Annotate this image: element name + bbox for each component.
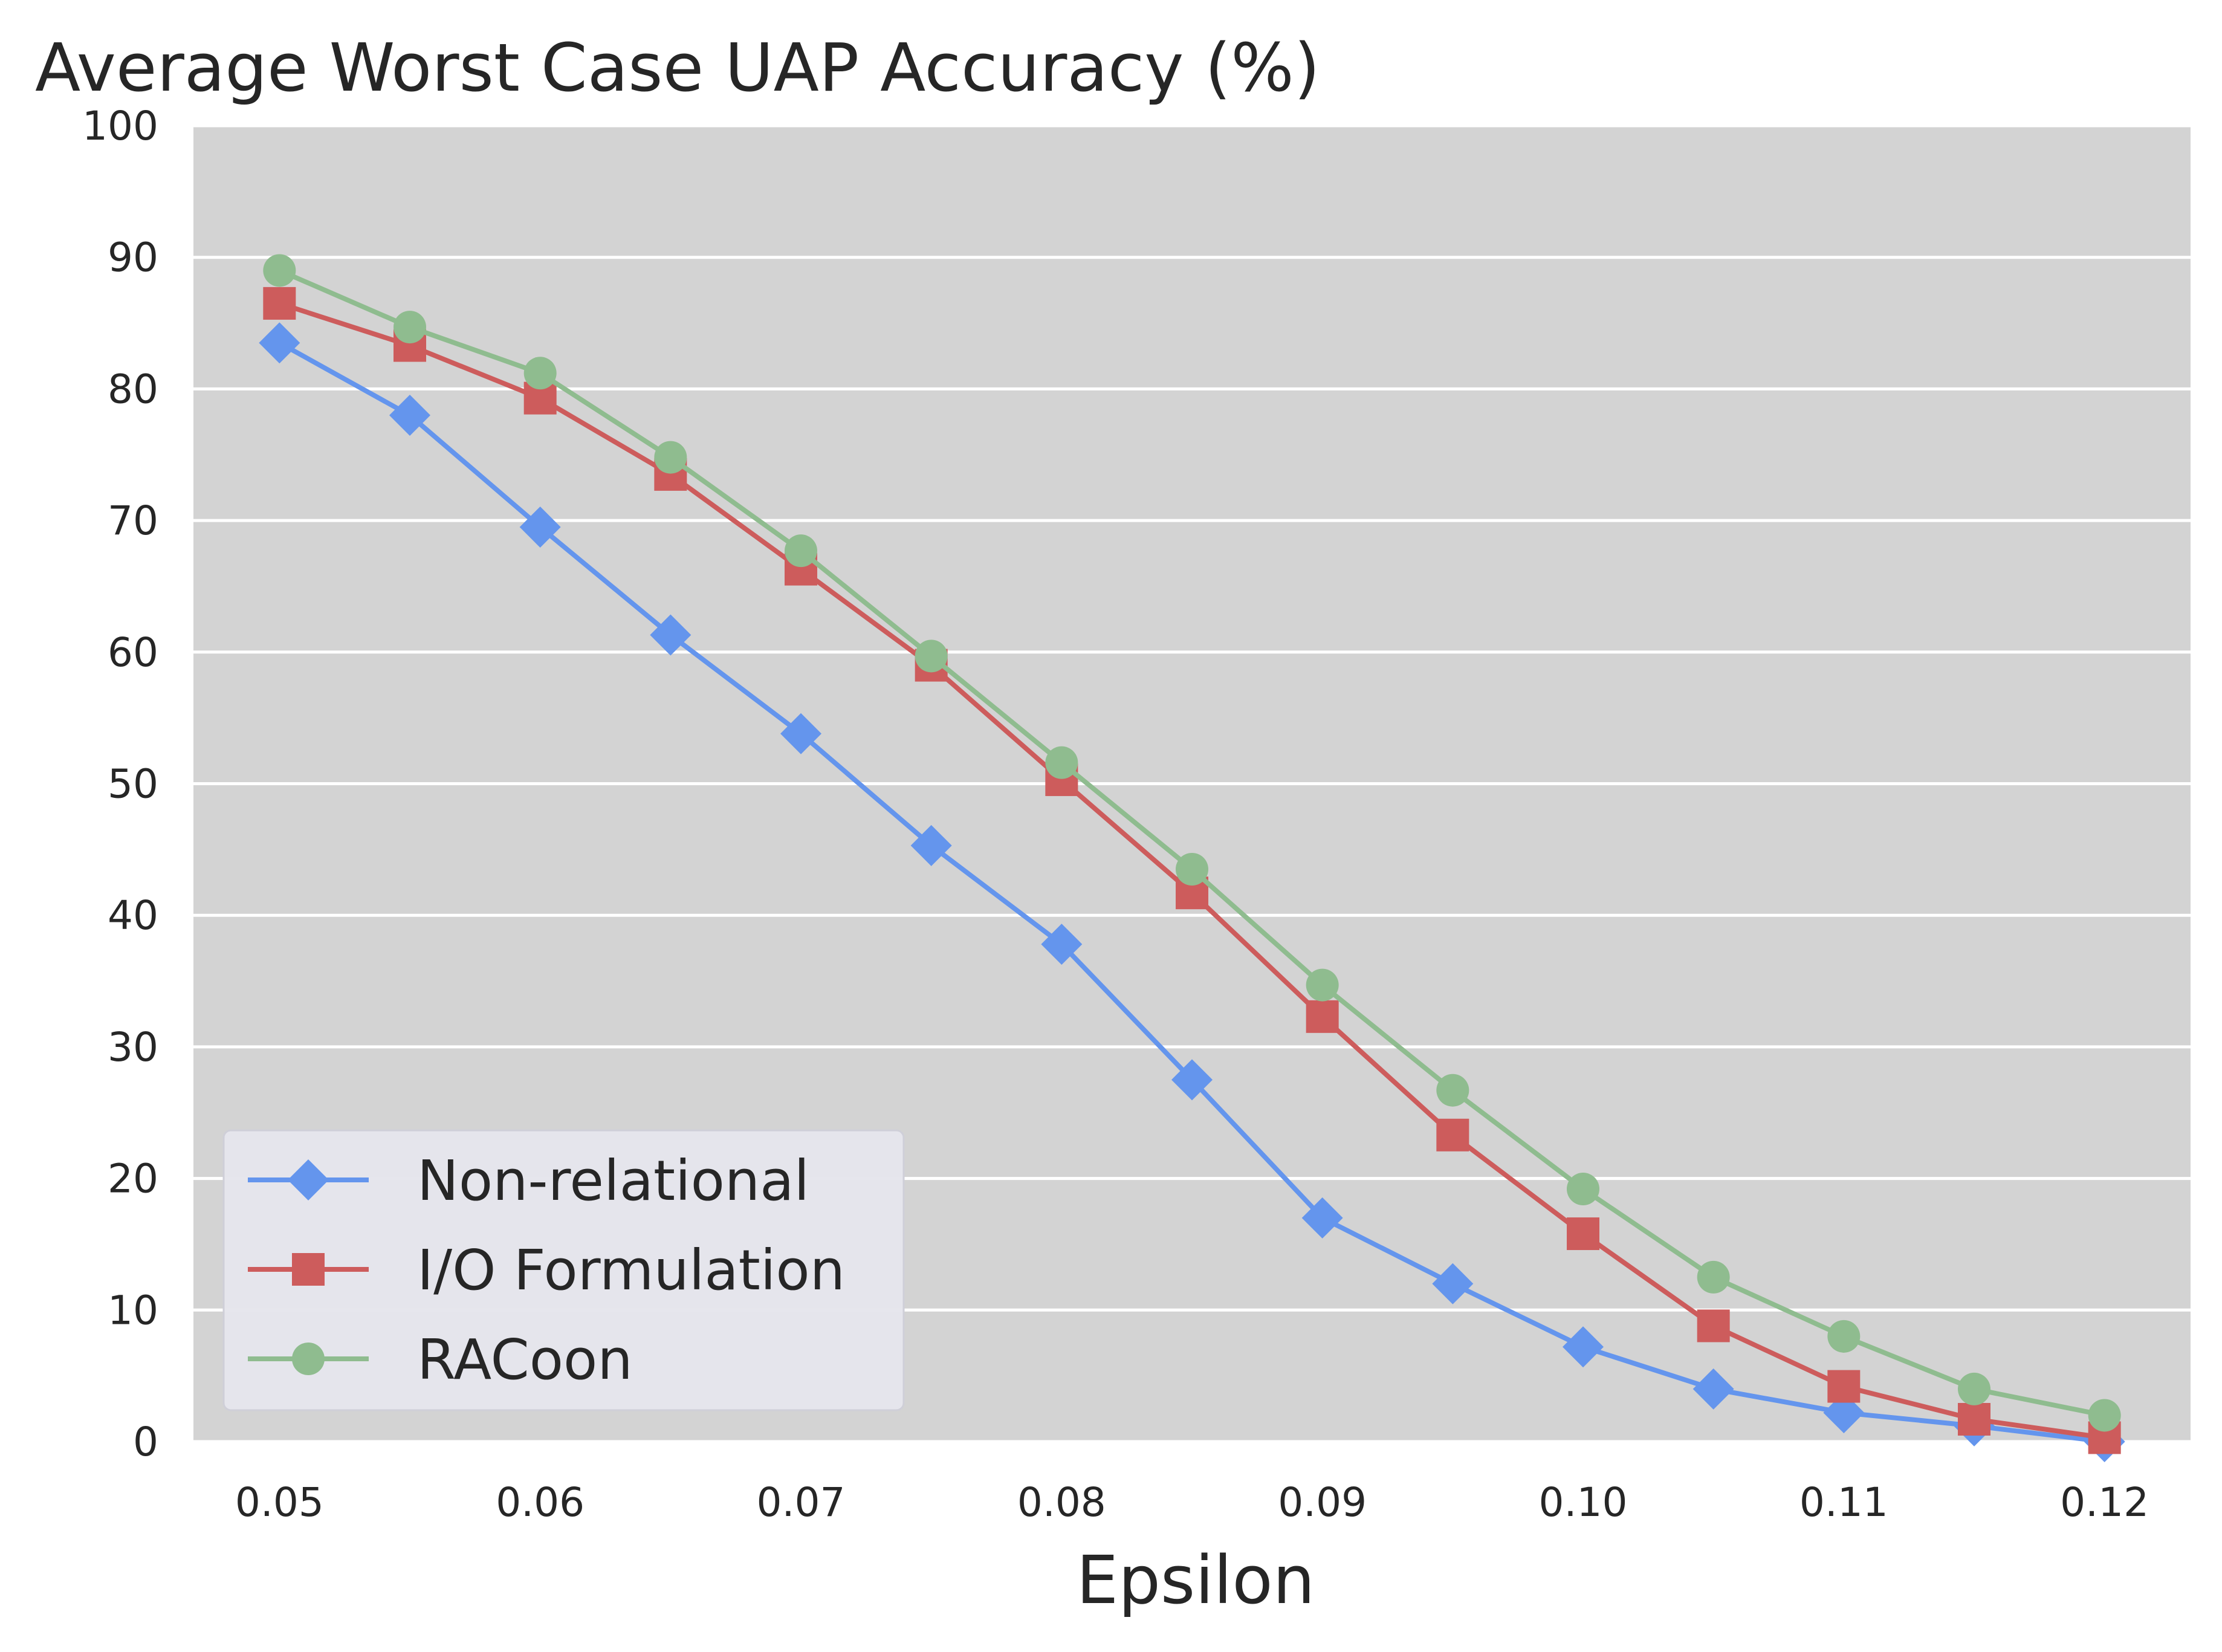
legend-label: I/O Formulation	[417, 1238, 845, 1303]
data-point	[1436, 1074, 1469, 1107]
x-tick-label: 0.08	[1017, 1479, 1106, 1526]
data-point	[1697, 1260, 1730, 1294]
y-tick-label: 30	[108, 1024, 158, 1071]
data-point	[1566, 1217, 1599, 1251]
legend-box	[222, 1129, 905, 1411]
y-tick-label: 0	[133, 1419, 158, 1465]
data-point	[389, 394, 431, 436]
y-tick-label: 60	[108, 629, 158, 676]
data-point	[1827, 1370, 1861, 1403]
data-point	[654, 441, 687, 474]
series-racoon	[263, 254, 2121, 1432]
y-tick-label: 90	[108, 235, 158, 281]
data-point	[1301, 1197, 1343, 1239]
data-point	[1171, 1059, 1213, 1101]
x-tick-label: 0.05	[235, 1479, 324, 1526]
data-point	[1306, 1000, 1339, 1033]
data-point	[263, 287, 296, 320]
data-point	[259, 322, 300, 364]
y-tick-label: 70	[108, 497, 158, 544]
legend-label: RACoon	[417, 1327, 633, 1392]
data-point	[785, 534, 818, 568]
data-point	[1562, 1326, 1604, 1368]
x-tick-label: 0.12	[2060, 1479, 2149, 1526]
data-point	[1692, 1368, 1734, 1410]
legend-marker	[292, 1343, 325, 1375]
legend: Non-relational I/O Formulation RACoon	[222, 1129, 905, 1411]
data-point	[1566, 1173, 1599, 1206]
data-point	[523, 357, 557, 390]
legend-item: I/O Formulation	[248, 1238, 845, 1303]
data-point	[780, 713, 822, 754]
chart-title: Average Worst Case UAP Accuracy (%)	[35, 29, 1320, 106]
data-point	[263, 254, 296, 287]
x-tick-label: 0.06	[496, 1479, 585, 1526]
data-point	[1697, 1309, 1730, 1343]
x-tick-label: 0.07	[757, 1479, 846, 1526]
legend-label: Non-relational	[417, 1148, 809, 1213]
y-tick-label: 80	[108, 366, 158, 412]
x-tick-label: 0.11	[1799, 1479, 1888, 1526]
data-point	[394, 311, 427, 344]
data-point	[1957, 1372, 1990, 1405]
y-tick-label: 20	[108, 1156, 158, 1202]
data-point	[1827, 1320, 1861, 1353]
data-point	[910, 824, 952, 866]
y-tick-label: 10	[108, 1287, 158, 1333]
x-axis-label: Epsilon	[1077, 1541, 1315, 1619]
data-point	[1045, 746, 1078, 779]
data-point	[915, 640, 948, 673]
data-point	[1041, 924, 1083, 965]
y-tick-label: 40	[108, 892, 158, 939]
x-axis-ticks: 0.05 0.06 0.07 0.08 0.09 0.10 0.11 0.12	[235, 1479, 2149, 1526]
legend-marker	[288, 1159, 329, 1200]
y-tick-label: 100	[82, 103, 158, 149]
data-point	[1436, 1118, 1469, 1152]
legend-item: Non-relational	[248, 1148, 809, 1213]
data-point	[1432, 1263, 1474, 1304]
series-layer	[259, 254, 2125, 1462]
data-point	[1957, 1402, 1990, 1436]
data-point	[2088, 1399, 2121, 1432]
data-point	[1306, 968, 1339, 1002]
data-point	[1176, 853, 1208, 886]
data-point	[650, 614, 692, 656]
y-tick-label: 50	[108, 761, 158, 808]
legend-marker	[292, 1253, 325, 1286]
x-tick-label: 0.09	[1278, 1479, 1367, 1526]
x-tick-label: 0.10	[1539, 1479, 1628, 1526]
legend-item: RACoon	[248, 1327, 633, 1392]
data-point	[519, 506, 561, 548]
y-axis-ticks: 0 10 20 30 40 50 60 70 80 90 100	[82, 103, 158, 1465]
